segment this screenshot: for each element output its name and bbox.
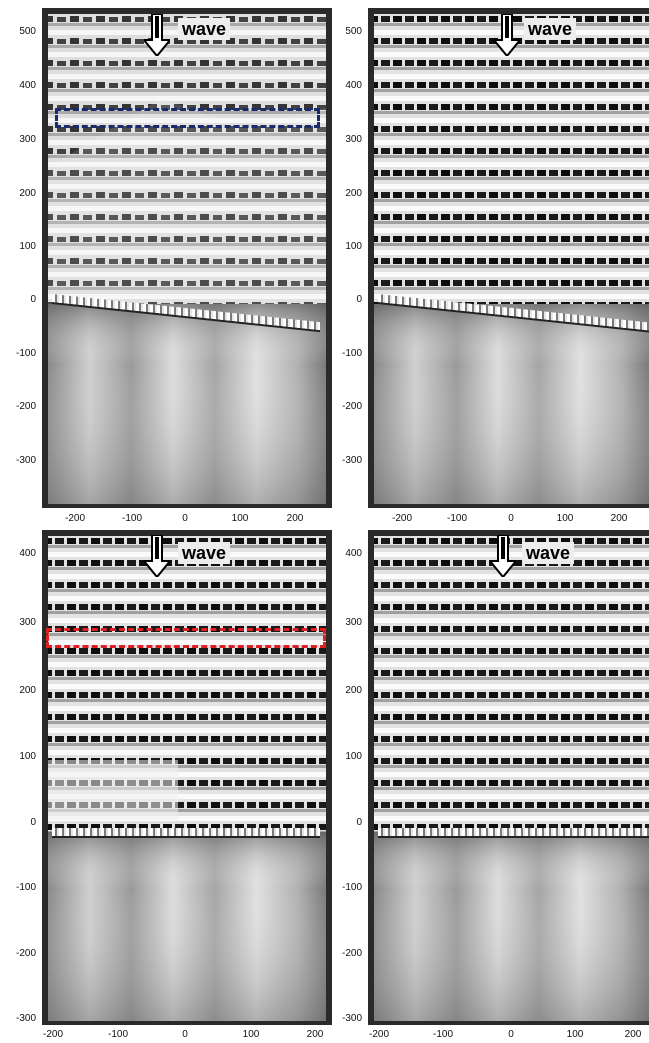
- y-tick: 0: [30, 294, 36, 305]
- panel-top-right: wave 500 400 300 200 100 0 -100 -200 -30…: [330, 0, 649, 525]
- wave-label: wave: [524, 18, 577, 40]
- y-tick: 100: [19, 751, 36, 762]
- x-tick: 100: [242, 1029, 260, 1040]
- x-tick: 0: [182, 1029, 188, 1040]
- x-tick: -100: [432, 1029, 453, 1040]
- y-tick: 0: [356, 294, 362, 305]
- x-tick: 200: [286, 513, 304, 524]
- highlight-box-blue: [55, 108, 320, 128]
- panel-bottom-left: wave 400 300 200 100 0 -100 -200 -300 -2…: [0, 525, 332, 1043]
- y-tick: -200: [15, 948, 36, 959]
- y-tick: 500: [345, 26, 362, 37]
- y-tick: 200: [19, 188, 36, 199]
- down-arrow-icon: [144, 535, 170, 577]
- y-tick: -200: [15, 401, 36, 412]
- x-tick: -100: [121, 513, 142, 524]
- x-tick: -200: [64, 513, 85, 524]
- down-arrow-icon: [144, 14, 170, 56]
- seabed-interface: [52, 828, 320, 836]
- wave-label: wave: [178, 18, 231, 40]
- y-tick: 400: [345, 548, 362, 559]
- y-tick: 100: [345, 241, 362, 252]
- x-tick: 0: [508, 513, 514, 524]
- highlight-box-red: [46, 628, 326, 648]
- y-tick: 300: [345, 617, 362, 628]
- x-tick: -200: [391, 513, 412, 524]
- y-tick: 300: [19, 617, 36, 628]
- y-tick: 400: [19, 548, 36, 559]
- x-tick: -200: [42, 1029, 63, 1040]
- wave-field-plot: [42, 8, 332, 508]
- y-tick: 0: [356, 817, 362, 828]
- y-tick: -100: [341, 882, 362, 893]
- y-tick: 300: [345, 134, 362, 145]
- seabed-interface: [378, 828, 649, 836]
- y-tick: -100: [15, 348, 36, 359]
- y-tick: 200: [345, 188, 362, 199]
- x-tick: 0: [182, 513, 188, 524]
- y-tick: -200: [341, 401, 362, 412]
- y-tick: 400: [19, 80, 36, 91]
- x-tick: 0: [508, 1029, 514, 1040]
- down-arrow-icon: [494, 14, 520, 56]
- y-tick: -300: [15, 455, 36, 466]
- wave-field-plot: [368, 530, 649, 1025]
- wave-field-plot: [368, 8, 649, 508]
- x-tick: -200: [368, 1029, 389, 1040]
- y-tick: 100: [19, 241, 36, 252]
- x-tick: 200: [624, 1029, 642, 1040]
- down-arrow-icon: [490, 535, 516, 577]
- y-tick: -300: [15, 1013, 36, 1024]
- panel-bottom-right: wave 400 300 200 100 0 -100 -200 -300 -2…: [330, 525, 649, 1043]
- y-tick: 200: [345, 685, 362, 696]
- y-tick: 200: [19, 685, 36, 696]
- x-tick: 200: [610, 513, 628, 524]
- x-tick: 100: [556, 513, 574, 524]
- y-tick: 0: [30, 817, 36, 828]
- y-tick: 300: [19, 134, 36, 145]
- y-tick: -200: [341, 948, 362, 959]
- x-tick: 100: [566, 1029, 584, 1040]
- panel-top-left: wave 500 400 300 200 100 0 -100 -200 -30…: [0, 0, 332, 525]
- y-tick: -100: [15, 882, 36, 893]
- x-tick: 100: [231, 513, 249, 524]
- y-tick: -300: [341, 1013, 362, 1024]
- wave-label: wave: [522, 542, 575, 564]
- y-tick: 400: [345, 80, 362, 91]
- x-tick: -100: [446, 513, 467, 524]
- wave-label: wave: [178, 542, 231, 564]
- y-tick: 500: [19, 26, 36, 37]
- y-tick: -100: [341, 348, 362, 359]
- wave-field-plot: [42, 530, 332, 1025]
- y-tick: 100: [345, 751, 362, 762]
- x-tick: 200: [306, 1029, 324, 1040]
- y-tick: -300: [341, 455, 362, 466]
- x-tick: -100: [107, 1029, 128, 1040]
